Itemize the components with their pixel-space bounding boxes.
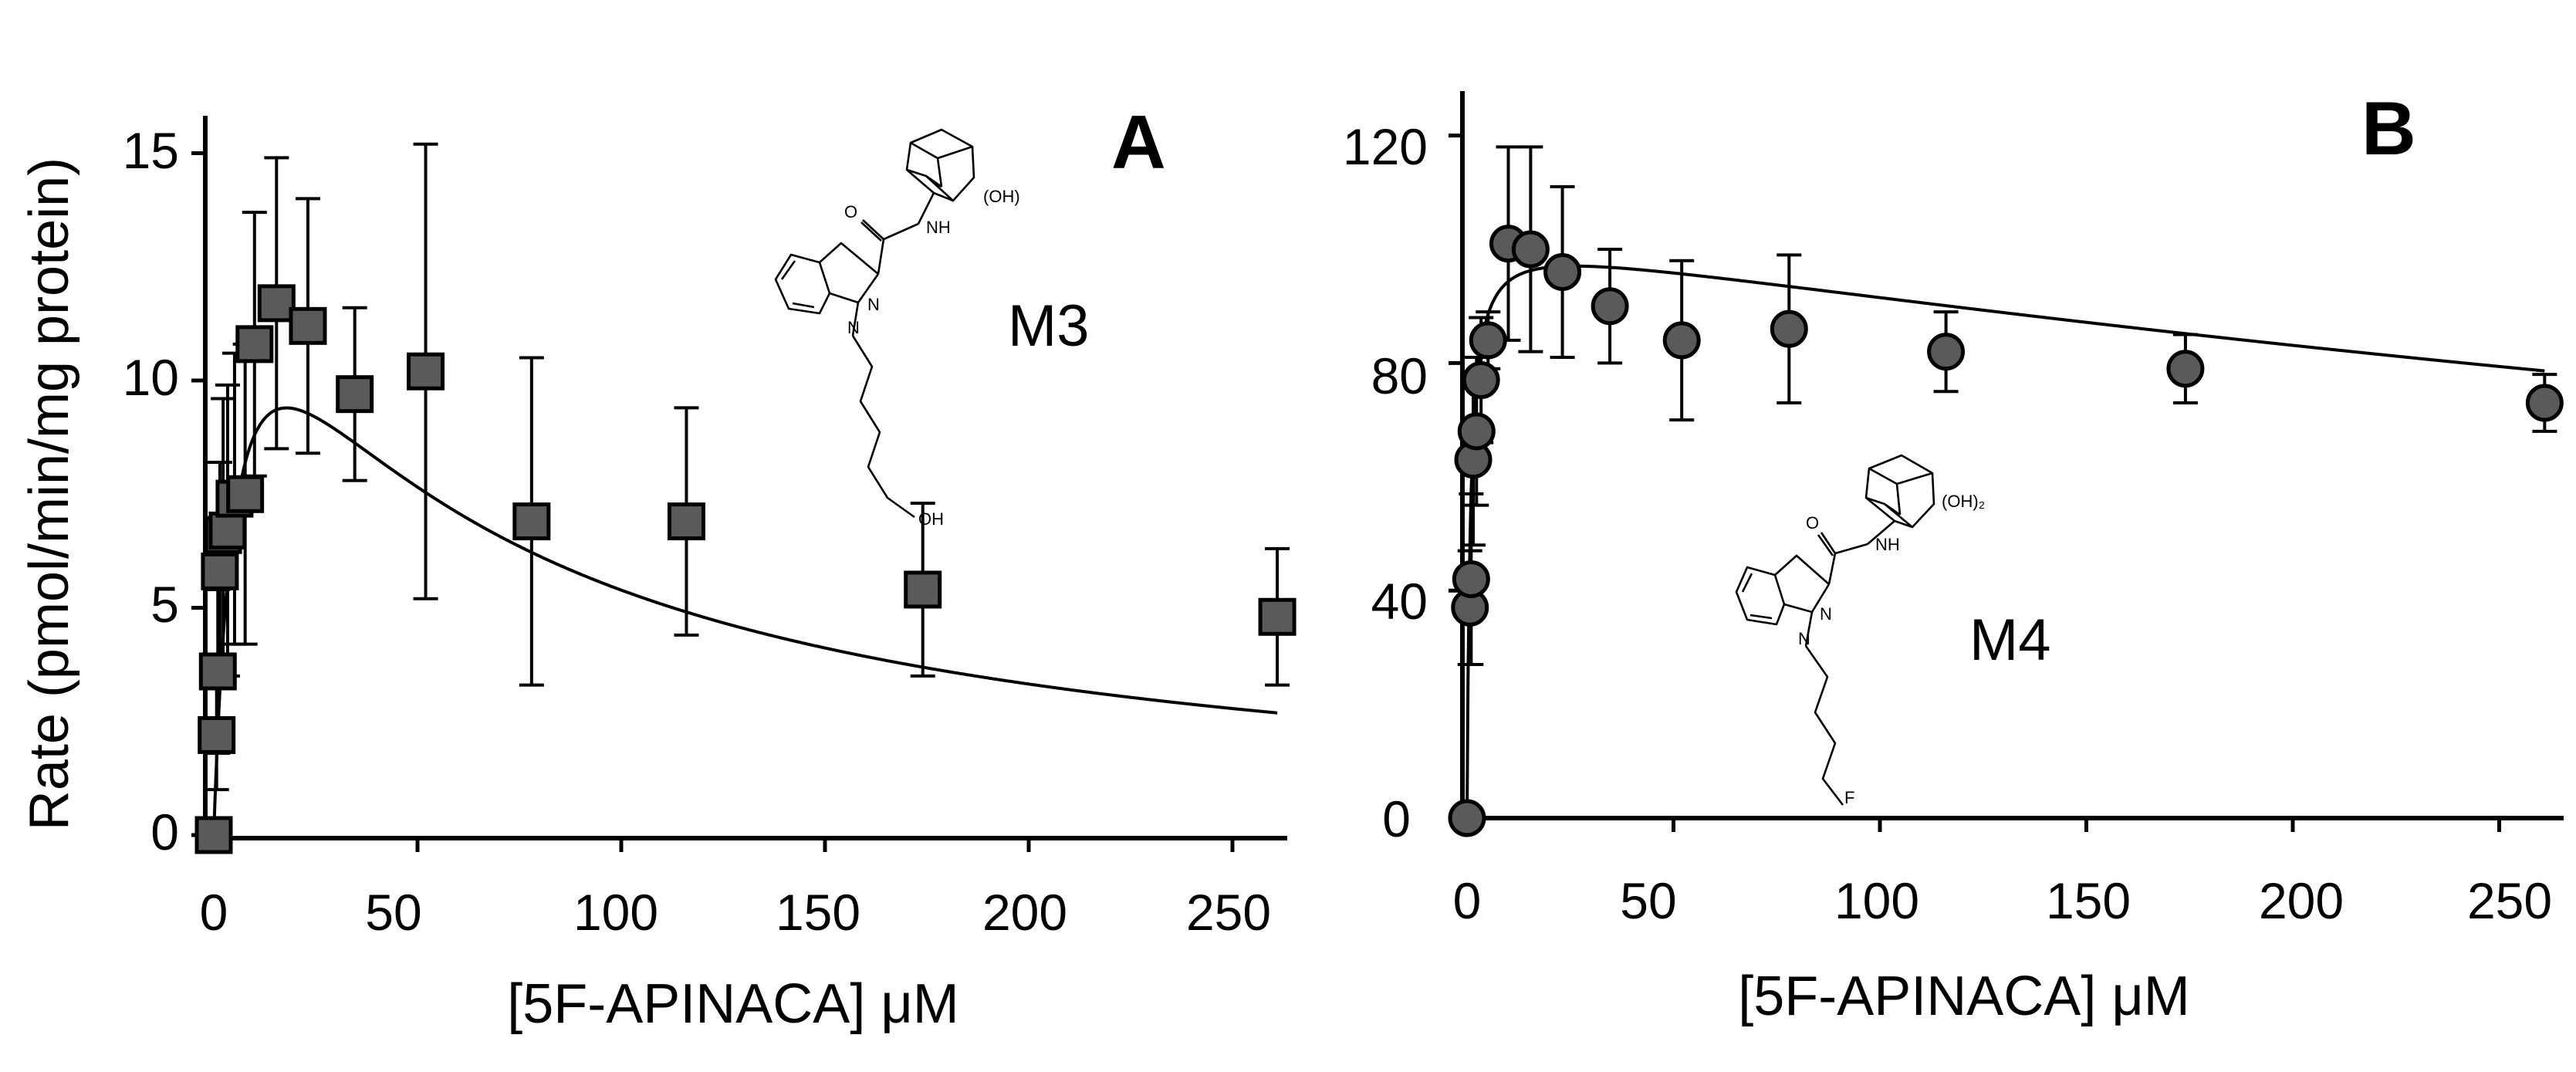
- chem-label-o: O: [1806, 513, 1819, 533]
- panel-a-x-axis-title: [5F-APINACA] μM: [507, 973, 959, 1035]
- panel-b-x-tick-labels: 0 50 100 150 200 250: [1453, 872, 2552, 929]
- panel-a-x-tick-label: 0: [200, 884, 228, 941]
- panel-b-x-tick-label: 200: [2259, 872, 2344, 929]
- panel-b-data-point: [1457, 412, 1496, 451]
- chem-label-n2: N: [867, 295, 880, 314]
- panel-b-x-tick-label: 250: [2467, 872, 2552, 929]
- adamantane-cage: [905, 128, 975, 202]
- panel-b-y-tick-label: 0: [1382, 790, 1411, 847]
- panel-a-y-tick-label: 0: [150, 803, 179, 861]
- panel-a-chart: Rate (pmol/min/mg protein) 0 5 10 15 0 5…: [19, 100, 1296, 1035]
- panel-b-data-point: [1452, 560, 1490, 598]
- panel-a-data-point: [512, 502, 551, 541]
- chem-label-n1: N: [847, 318, 860, 337]
- panel-b-x-axis-title: [5F-APINACA] μM: [1738, 965, 2190, 1027]
- amide-linker: [1817, 520, 1895, 585]
- chem-label-oh: (OH)₂: [1942, 492, 1985, 511]
- panel-b-data-point: [1511, 230, 1550, 269]
- panel-a-x-tick-label: 100: [573, 884, 658, 941]
- panel-a-data-point: [198, 652, 237, 691]
- panel-a-x-tick-label: 150: [776, 884, 860, 941]
- pentyl-chain: [851, 335, 915, 519]
- panel-b-chemical-structure: O NH (OH)₂ N N F: [1735, 454, 1985, 807]
- panel-b-x-tick-label: 50: [1620, 872, 1676, 929]
- panel-a-plot-area: [191, 116, 1296, 854]
- chem-label-tail: F: [1844, 788, 1854, 807]
- panel-b-plot-area: [1448, 91, 2564, 837]
- panel-a-data-point: [198, 715, 236, 754]
- adamantane-cage: [1864, 454, 1935, 529]
- panel-a-data-point: [201, 552, 239, 590]
- indazole-ring: [1735, 554, 1831, 647]
- panel-b-data-point: [1770, 309, 1808, 348]
- chem-label-o: O: [844, 202, 857, 222]
- panel-a-data-point: [226, 475, 265, 513]
- panel-a-compound-label: M3: [1008, 293, 1090, 359]
- panel-a-data-point: [904, 570, 942, 609]
- panel-a-x-tick-label: 200: [982, 884, 1067, 941]
- panel-b-letter: B: [2361, 86, 2416, 171]
- panel-a-y-tick-label: 10: [123, 349, 179, 406]
- panel-b-y-tick-label: 40: [1371, 573, 1428, 630]
- panel-a-x-tick-label: 50: [365, 884, 421, 941]
- panel-b-y-tick-labels: 0 40 80 120: [1343, 118, 1428, 847]
- panel-a-data-point: [289, 306, 327, 345]
- panel-a-x-tick-labels: 0 50 100 150 200 250: [200, 884, 1271, 941]
- panel-b-compound-label: M4: [1969, 607, 2051, 673]
- panel-b-x-tick-label: 150: [2046, 872, 2131, 929]
- panel-b-y-tick-label: 80: [1371, 347, 1428, 404]
- panel-a-data-point: [194, 816, 233, 854]
- panel-b-data-point: [1927, 333, 1966, 371]
- panel-a-data-point: [667, 502, 705, 541]
- amide-linker: [860, 192, 935, 275]
- panel-b-data-point: [1469, 321, 1507, 360]
- panel-a-chemical-structure: O NH (OH) N N OH: [774, 128, 1020, 529]
- panel-a-fit-curve: [212, 406, 1278, 836]
- chem-label-oh: (OH): [983, 187, 1020, 206]
- panel-b-x-tick-label: 0: [1453, 872, 1482, 929]
- chem-label-n2: N: [1820, 604, 1832, 624]
- panel-b-chart: 0 40 80 120 0 50 100 150 200 250 [5F-API…: [1343, 86, 2564, 1027]
- panel-a-x-tick-label: 250: [1186, 884, 1271, 941]
- panel-a-data-point: [336, 375, 374, 414]
- panel-a-y-tick-labels: 0 5 10 15: [123, 122, 179, 861]
- panel-b-data-point: [2166, 350, 2205, 388]
- panel-b-data-point: [1662, 321, 1701, 360]
- indazole-ring: [774, 242, 880, 336]
- panel-a-data-point: [1258, 597, 1296, 636]
- chem-label-nh: NH: [926, 218, 951, 237]
- panel-a-letter: A: [1111, 100, 1166, 184]
- panel-b-fit-curve: [1465, 264, 2545, 819]
- panel-b-x-tick-label: 100: [1834, 872, 1919, 929]
- panel-b-data-point: [1543, 252, 1582, 291]
- panel-a-data-point: [407, 352, 445, 391]
- panel-b-data-point: [2525, 384, 2564, 422]
- panel-b-y-tick-label: 120: [1343, 118, 1428, 175]
- panel-b-data-point: [1448, 799, 1486, 837]
- panel-b-data-point: [1591, 287, 1629, 326]
- panel-a-y-tick-label: 15: [123, 122, 179, 179]
- chem-label-nh: NH: [1875, 535, 1900, 554]
- panel-a-data-point: [235, 325, 274, 364]
- fluoropentyl-chain: [1804, 645, 1844, 806]
- chem-label-n1: N: [1798, 629, 1810, 648]
- panel-a-y-axis-title: Rate (pmol/min/mg protein): [19, 157, 80, 830]
- panel-b-data-point: [1462, 361, 1500, 400]
- panel-a-y-tick-label: 5: [150, 576, 179, 633]
- panel-a-data-point: [208, 511, 247, 550]
- panel-a-data-point: [257, 284, 296, 323]
